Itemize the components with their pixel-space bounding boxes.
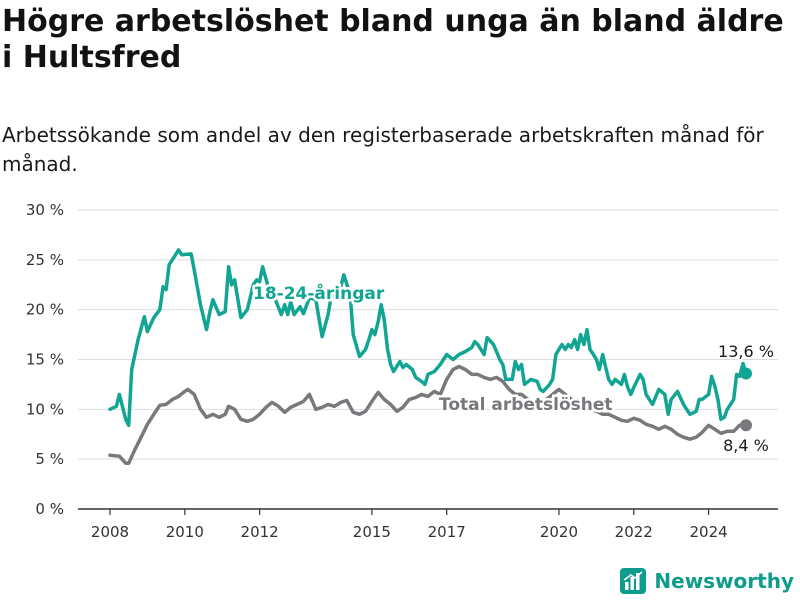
end-point-total [740,419,752,432]
brand-name: Newsworthy [654,569,794,593]
end-label-total: 8,4 % [723,436,769,455]
x-tick-label: 2017 [428,523,466,541]
gridlines [78,209,778,510]
series-label-total: Total arbetslöshet [439,395,613,415]
chart-title: Högre arbetslöshet bland unga än bland ä… [2,4,784,75]
x-tick-label: 2008 [91,523,129,541]
x-tick-label: 2022 [615,523,653,541]
y-tick-label: 10 % [26,400,64,418]
y-tick-label: 25 % [26,251,64,269]
end-point-youth [740,367,752,380]
x-tick-label: 2010 [166,523,204,541]
x-tick-label: 2015 [353,523,391,541]
chart-subtitle: Arbetssökande som andel av den registerb… [2,123,764,176]
x-tick-label: 2012 [241,523,279,541]
series-lines [108,248,752,465]
y-tick-label: 20 % [26,301,64,319]
y-tick-label: 30 % [26,201,64,219]
x-tick-label: 2020 [540,523,578,541]
series-line-total [108,364,748,465]
bar-chart-icon [620,568,647,594]
y-tick-label: 15 % [26,351,64,369]
series-label-youth: 18-24-åringar [253,282,385,304]
newsworthy-logo: Newsworthy [619,566,794,596]
y-tick-label: 0 % [35,500,64,518]
axes: 0 % 5 % 10 % 15 % 20 % 25 % 30 % 2008 2010 2012 20… [26,201,728,541]
end-label-youth: 13,6 % [718,342,774,361]
series-line-youth [108,248,748,428]
x-tick-label: 2024 [689,523,727,541]
series-labels: 18-24-åringar Total arbetslöshet 13,6 % 8,4… [251,280,776,458]
y-tick-label: 5 % [35,450,64,468]
